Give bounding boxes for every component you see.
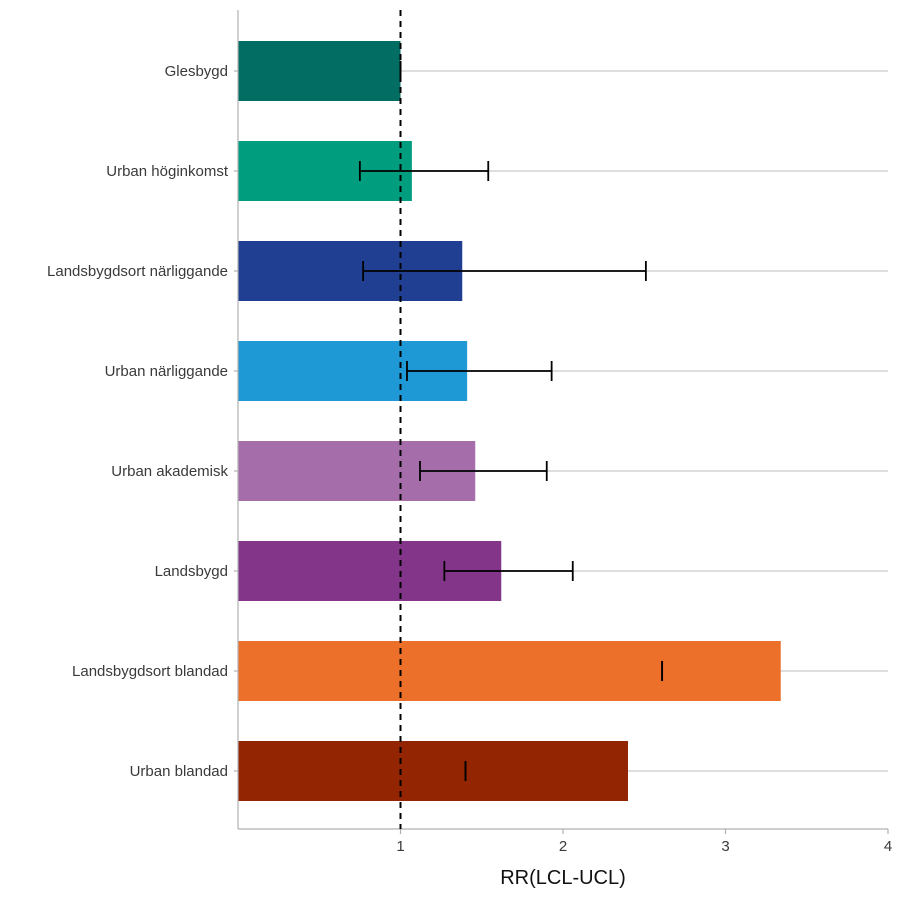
category-labels: Glesbygd Urban höginkomst Landsbygdsort nä… [47,63,238,780]
category-label: Urban höginkomst [106,163,229,180]
error-bar [443,561,574,581]
bar [238,641,781,701]
x-tick-label: 4 [884,838,892,855]
error-bar [362,261,647,281]
bar [238,41,401,101]
category-label: Landsbygdsort blandad [72,663,228,680]
bar [238,741,628,801]
category-label: Glesbygd [165,63,228,80]
error-bars [358,61,664,781]
category-label: Landsbygd [155,563,228,580]
category-label: Urban blandad [130,763,228,780]
x-tick-label: 1 [396,838,404,855]
bars [238,41,781,801]
error-bar [406,361,553,381]
x-tick-label: 3 [721,838,729,855]
category-label: Urban akademisk [111,463,228,480]
error-bar [419,461,548,481]
x-axis-title: RR(LCL-UCL) [500,867,626,889]
category-label: Urban närliggande [105,363,228,380]
x-ticks: 1 2 3 4 [396,829,892,855]
error-bar [358,161,490,181]
category-label: Landsbygdsort närliggande [47,263,228,280]
x-tick-label: 2 [559,838,567,855]
